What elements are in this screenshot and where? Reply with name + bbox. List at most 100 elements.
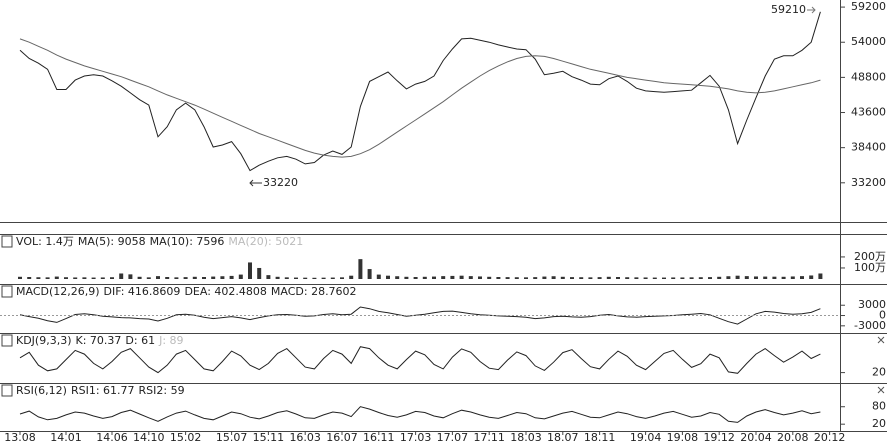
- volume-bar: [459, 275, 464, 279]
- help-icon: [1, 334, 13, 347]
- volume-bar: [496, 277, 501, 279]
- help-icon: [1, 285, 13, 298]
- volume-bar: [229, 275, 234, 279]
- x-tick-label: 16.03: [289, 431, 321, 444]
- volume-bar: [413, 277, 418, 279]
- series-line: [19, 306, 821, 325]
- help-icon: [1, 384, 13, 397]
- annotation: 59210: [771, 3, 806, 16]
- close-icon[interactable]: [877, 336, 885, 344]
- volume-bar: [211, 276, 216, 279]
- volume-bar: [634, 277, 639, 279]
- volume-bar: [422, 276, 427, 279]
- close-icons[interactable]: [877, 336, 885, 394]
- x-tick-label: 19.04: [630, 431, 662, 444]
- volume-bar: [487, 276, 492, 279]
- volume-bar: [790, 276, 795, 279]
- x-tick-label: 16.07: [326, 431, 358, 444]
- header-item: D: 61: [125, 334, 155, 347]
- x-tick-label: 14.06: [96, 431, 128, 444]
- volume-bar: [781, 276, 786, 279]
- series-line: [19, 406, 821, 423]
- header-item: DIF: 416.8609: [104, 285, 181, 298]
- volume-bar: [468, 276, 473, 279]
- volume-bar: [570, 277, 574, 279]
- volume-bar: [165, 277, 170, 279]
- volume-bar: [735, 275, 740, 279]
- close-icon[interactable]: [877, 386, 885, 394]
- header-item: RSI1: 61.77: [71, 384, 135, 397]
- volume-bar: [73, 277, 78, 279]
- x-tick-label: 19.08: [667, 431, 699, 444]
- volume-bar: [64, 277, 68, 279]
- volume-bar: [800, 276, 804, 279]
- volume-bar: [294, 277, 298, 279]
- volume-bar: [284, 277, 289, 279]
- panel-header: VOL: 1.4万 MA(5): 9058 MA(10): 7596 MA(20): …: [16, 235, 303, 248]
- volume-bar: [266, 275, 271, 279]
- volume-bar: [662, 277, 666, 279]
- volume-bar: [303, 277, 308, 279]
- header-item: K: 70.37: [76, 334, 122, 347]
- volume-bar: [441, 276, 446, 279]
- volume-bar: [643, 277, 648, 279]
- header-item: MA(20): 5021: [228, 235, 303, 248]
- volume-bar: [533, 277, 538, 279]
- volume-bar: [367, 269, 372, 279]
- volume-bar: [358, 259, 363, 279]
- volume-bar: [395, 276, 400, 279]
- volume-bar: [220, 276, 225, 279]
- volume-bar: [404, 276, 409, 279]
- header-item: MA(5): 9058: [78, 235, 146, 248]
- y-tick-label: -3000: [854, 319, 886, 332]
- volume-bar: [128, 274, 133, 279]
- series-line: [19, 11, 821, 172]
- volume-bar: [340, 277, 344, 279]
- y-tick-label: 43600: [851, 106, 886, 119]
- header-item: DEA: 402.4808: [184, 285, 266, 298]
- volume-bar: [754, 276, 758, 279]
- volume-bar: [524, 277, 528, 279]
- volume-bar: [27, 277, 32, 279]
- volume-bar: [818, 273, 823, 279]
- volume-bar: [349, 275, 354, 279]
- x-tick-label: 15.02: [170, 431, 202, 444]
- volume-bar: [183, 277, 188, 279]
- volume-bar: [257, 267, 262, 279]
- y-tick-label: 59200: [851, 0, 886, 13]
- volume-bar: [137, 276, 142, 279]
- volume-bar: [551, 276, 556, 279]
- annotation-arrow: [249, 179, 262, 187]
- y-tick-label: 48800: [851, 70, 886, 83]
- y-tick-label: 33200: [851, 176, 886, 189]
- y-tick-label: 0: [879, 309, 886, 322]
- x-tick-label: 18.11: [584, 431, 616, 444]
- volume-bar: [18, 276, 22, 279]
- volume-bar: [36, 277, 41, 279]
- y-tick-label: 20: [872, 417, 886, 430]
- volume-bar: [376, 274, 381, 279]
- volume-bar: [744, 276, 749, 279]
- panel-header: RSI(6,12) RSI1: 61.77 RSI2: 59: [16, 384, 185, 397]
- volume-bar: [652, 277, 657, 279]
- series-line: [19, 38, 821, 158]
- x-tick-label: 20.04: [740, 431, 772, 444]
- volume-bar: [321, 277, 326, 279]
- volume-bar: [45, 277, 50, 279]
- x-tick-label: 13.08: [4, 431, 36, 444]
- volume-bar: [146, 277, 151, 279]
- volume-bar: [238, 274, 243, 279]
- y-tick-label: 20: [872, 366, 886, 379]
- x-tick-label: 15.07: [216, 431, 248, 444]
- y-tick-label: 54000: [851, 35, 886, 48]
- volume-bar: [542, 276, 547, 279]
- x-tick-label: 17.03: [400, 431, 432, 444]
- volume-bar: [192, 276, 197, 279]
- volume-bar: [275, 276, 280, 279]
- x-tick-label: 18.03: [510, 431, 542, 444]
- header-item: MA(10): 7596: [150, 235, 225, 248]
- header-item: MACD(12,26,9): [16, 285, 100, 298]
- volume-bar: [312, 277, 317, 279]
- volume-bar: [763, 276, 768, 279]
